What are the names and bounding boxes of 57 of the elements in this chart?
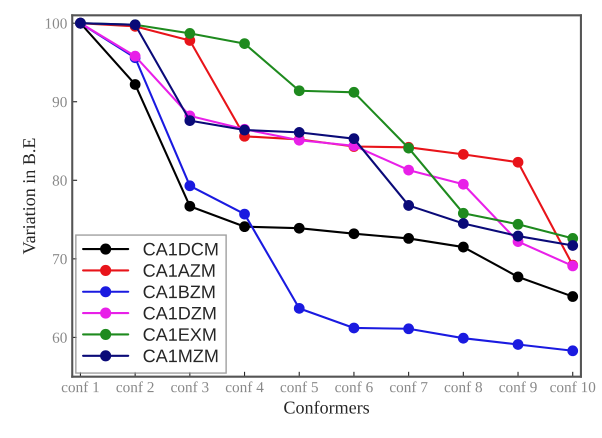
x-tick-label: conf 4 — [226, 381, 264, 392]
point — [512, 339, 524, 350]
point — [184, 28, 196, 39]
point — [403, 233, 414, 244]
point — [348, 133, 360, 144]
y-tick-label: 100 — [46, 18, 67, 29]
y-tick-label: 80 — [52, 175, 67, 186]
x-tick-label: conf 8 — [444, 381, 482, 392]
point — [184, 200, 196, 212]
point — [512, 156, 524, 168]
point — [458, 148, 469, 160]
point — [294, 126, 305, 138]
point — [458, 178, 469, 190]
y-tick-label: 70 — [53, 254, 67, 264]
x-tick-label: conf 5 — [280, 381, 318, 392]
point — [294, 222, 305, 234]
legend-label: CA1MZM — [144, 349, 218, 362]
point — [348, 86, 360, 98]
point — [458, 332, 469, 344]
point — [184, 115, 196, 126]
x-tick-label: conf 3 — [171, 381, 209, 392]
point — [567, 291, 578, 302]
point — [567, 240, 578, 251]
point — [567, 345, 578, 356]
x-tick-label: conf 7 — [390, 381, 428, 392]
point — [512, 272, 524, 282]
point — [458, 208, 469, 219]
point — [239, 38, 250, 49]
point — [184, 180, 196, 192]
point — [403, 200, 414, 211]
x-tick-label: conf 2 — [116, 381, 154, 392]
x-tick-label: conf 9 — [499, 381, 537, 392]
point — [294, 85, 305, 96]
point — [458, 242, 469, 252]
point — [348, 322, 360, 334]
legend-label: CA1AZM — [144, 264, 214, 277]
point — [403, 164, 414, 176]
x-axis-title: Conformers — [284, 400, 370, 414]
point — [403, 323, 414, 334]
point — [348, 228, 360, 240]
y-tick-label: 90 — [52, 96, 67, 108]
legend-label: CA1DCM — [144, 242, 218, 256]
point — [512, 230, 524, 242]
point — [239, 208, 250, 220]
point — [239, 221, 250, 232]
legend-label: CA1EXM — [144, 328, 216, 341]
point — [512, 218, 524, 230]
y-axis-title: Variation in B.E — [23, 138, 36, 254]
y-tick-label: 60 — [52, 332, 67, 343]
point — [130, 79, 141, 90]
legend-label: CA1DZM — [144, 306, 216, 320]
x-tick-label: conf 1 — [62, 381, 99, 392]
legend-label: CA1BZM — [144, 285, 214, 298]
x-tick-label: conf 10 — [550, 381, 596, 392]
x-tick-label: conf 6 — [335, 381, 373, 392]
point — [458, 218, 469, 229]
point — [294, 302, 305, 314]
